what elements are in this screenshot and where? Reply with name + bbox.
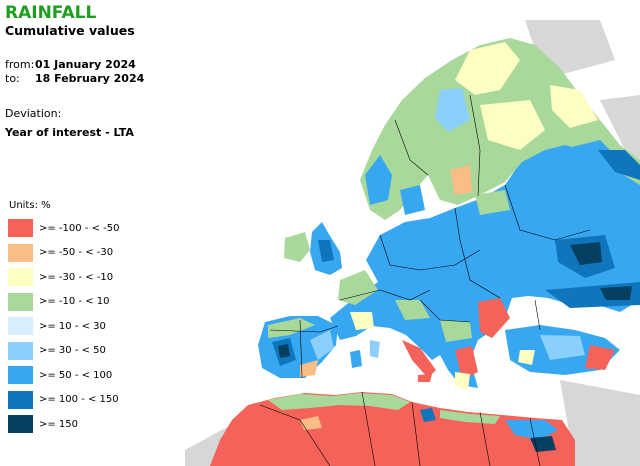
legend-label: >= -10 - < 10 [39,296,110,308]
region-islands [350,340,432,382]
legend-label: >= 10 - < 30 [39,320,106,332]
legend-item: >= -10 - < 10 [8,290,120,315]
to-date: 18 February 2024 [35,72,145,85]
region-north-africa [210,392,575,466]
to-date-row: to: 18 February 2024 [5,72,144,85]
region-turkey [505,300,620,375]
legend-label: >= 100 - < 150 [39,394,119,406]
to-label: to: [5,72,20,85]
legend-item: >= -100 - < -50 [8,216,120,241]
legend-swatch [8,268,33,287]
map-subtitle: Cumulative values [5,23,135,38]
region-scandinavia-russia [360,38,640,220]
region-europe [258,142,640,390]
legend-swatch [8,317,33,336]
legend-items: >= -100 - < -50 >= -50 - < -30 >= -30 - < … [8,216,120,437]
legend-item: >= 150 [8,412,120,437]
legend-swatch [8,390,33,409]
legend-label: >= 30 - < 50 [39,345,106,357]
legend-swatch [8,243,33,262]
legend-swatch [8,292,33,311]
legend-swatch [8,219,33,238]
legend-item: >= 30 - < 50 [8,339,120,364]
from-date-row: from:01 January 2024 [5,58,136,71]
legend-swatch [8,341,33,360]
legend-swatch [8,366,33,385]
from-label: from: [5,58,35,71]
legend-swatch [8,415,33,434]
deviation-value: Year of interest - LTA [5,126,134,139]
country-borders [259,94,591,466]
legend-item: >= 50 - < 100 [8,363,120,388]
legend-units: Units: % [9,200,51,211]
legend-label: >= -50 - < -30 [39,247,114,259]
legend-item: >= -30 - < -10 [8,265,120,290]
from-date: 01 January 2024 [35,58,136,71]
legend-item: >= 10 - < 30 [8,314,120,339]
legend-label: >= 50 - < 100 [39,369,113,381]
legend-item: >= 100 - < 150 [8,388,120,413]
map-title: RAINFALL [5,3,97,23]
deviation-label: Deviation: [5,107,62,120]
legend-label: >= -30 - < -10 [39,271,114,283]
legend: Units: % >= -100 - < -50 >= -50 - < -30 >=… [8,200,120,437]
legend-label: >= -100 - < -50 [39,222,120,234]
legend-item: >= -50 - < -30 [8,241,120,266]
region-british-isles [284,222,342,275]
legend-label: >= 150 [39,418,79,430]
